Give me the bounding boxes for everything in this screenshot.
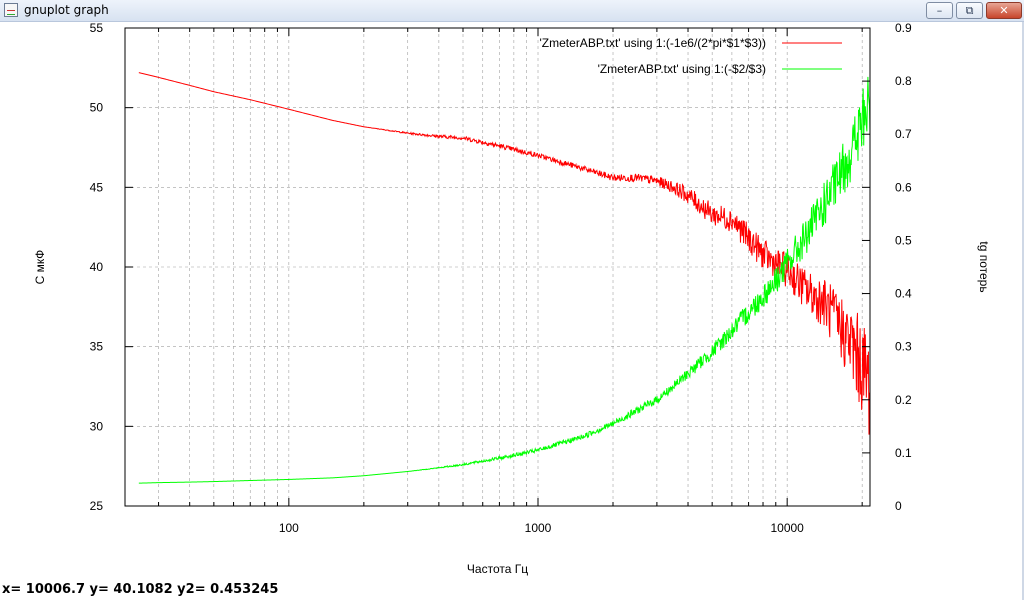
grid-lines bbox=[125, 28, 870, 506]
y2-tick-label: 0.5 bbox=[895, 233, 912, 247]
y-tick-label: 50 bbox=[90, 101, 104, 115]
tick-labels: 100 1000 10000 25 30 35 40 45 50 55 0 0.1 0.2 0.3 0.4 0… bbox=[90, 22, 912, 535]
y2-tick-label: 0.4 bbox=[895, 287, 912, 301]
y-axis-label: C мкФ bbox=[33, 250, 47, 285]
y2-tick-label: 0.1 bbox=[895, 446, 912, 460]
y2-tick-label: 0.2 bbox=[895, 393, 912, 407]
y-tick-label: 40 bbox=[90, 260, 104, 274]
y-tick-label: 55 bbox=[90, 22, 104, 35]
x-axis-label: Частота Гц bbox=[467, 562, 528, 576]
y-tick-label: 25 bbox=[90, 499, 104, 513]
y-tick-label: 35 bbox=[90, 340, 104, 354]
series-layer bbox=[138, 72, 871, 484]
plot-canvas[interactable]: 100 1000 10000 25 30 35 40 45 50 55 0 0.1 0.2 0.3 0.4 0… bbox=[0, 22, 1022, 580]
title-bar: gnuplot graph – ⧉ ✕ bbox=[0, 0, 1024, 22]
maximize-button[interactable]: ⧉ bbox=[956, 2, 983, 19]
y2-tick-label: 0.7 bbox=[895, 127, 912, 141]
series-line-1 bbox=[138, 72, 871, 435]
window-title: gnuplot graph bbox=[24, 3, 109, 17]
window-right-edge bbox=[1022, 22, 1024, 600]
y2-tick-label: 0 bbox=[895, 499, 902, 513]
axis-ticks bbox=[125, 27, 870, 507]
x-tick-label: 10000 bbox=[770, 521, 804, 535]
x-tick-label: 100 bbox=[279, 521, 299, 535]
y2-tick-label: 0.8 bbox=[895, 74, 912, 88]
x-tick-label: 1000 bbox=[525, 521, 552, 535]
legend: 'ZmeterABP.txt' using 1:(-1e6/(2*pi*$1*$… bbox=[540, 36, 842, 76]
close-button[interactable]: ✕ bbox=[986, 2, 1022, 19]
y2-tick-label: 0.6 bbox=[895, 180, 912, 194]
y-tick-label: 30 bbox=[90, 419, 104, 433]
series-line-2 bbox=[138, 76, 871, 484]
y2-tick-label: 0.9 bbox=[895, 22, 912, 35]
legend-label-1: 'ZmeterABP.txt' using 1:(-1e6/(2*pi*$1*$… bbox=[540, 36, 766, 50]
legend-label-2: 'ZmeterABP.txt' using 1:(-$2/$3) bbox=[598, 62, 766, 76]
y-tick-label: 45 bbox=[90, 180, 104, 194]
gnuplot-app-icon[interactable] bbox=[4, 3, 18, 17]
y2-axis-label: tg потерь bbox=[977, 241, 991, 292]
y2-tick-label: 0.3 bbox=[895, 340, 912, 354]
mouse-coordinates-readout: x= 10006.7 y= 40.1082 y2= 0.453245 bbox=[2, 582, 279, 597]
minimize-button[interactable]: – bbox=[926, 2, 953, 19]
